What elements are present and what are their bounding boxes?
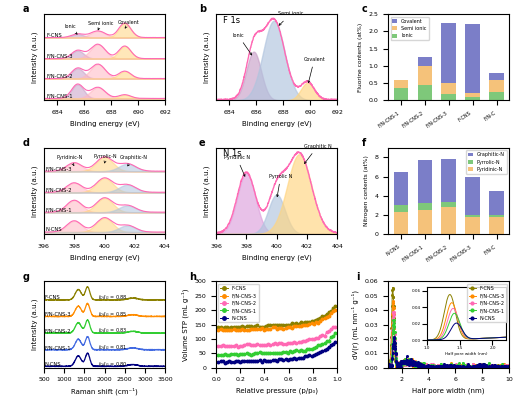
Text: $I_D/I_G$ = 0.80: $I_D/I_G$ = 0.80: [98, 360, 128, 369]
Text: Pyridinic-N: Pyridinic-N: [56, 155, 82, 166]
Y-axis label: Fluorine contents (at%): Fluorine contents (at%): [358, 23, 363, 92]
Text: Ionic: Ionic: [232, 33, 252, 55]
Text: F/N-CNS-1: F/N-CNS-1: [47, 94, 73, 99]
Text: d: d: [22, 138, 29, 148]
Text: g: g: [22, 272, 29, 282]
X-axis label: Binding energy (eV): Binding energy (eV): [70, 121, 140, 127]
Bar: [393, 212, 408, 234]
Text: Ionic: Ionic: [64, 24, 77, 34]
Bar: [490, 217, 504, 234]
Legend: F-CNS, F/N-CNS-3, F/N-CNS-2, F/N-CNS-1, N-CNS: F-CNS, F/N-CNS-3, F/N-CNS-2, F/N-CNS-1, …: [219, 284, 258, 322]
Bar: [490, 215, 504, 217]
Text: h: h: [189, 272, 196, 282]
Text: Graphitic N: Graphitic N: [304, 143, 331, 164]
Text: Covalent: Covalent: [118, 20, 140, 28]
Text: F/N-CNS-2: F/N-CNS-2: [47, 74, 73, 79]
Text: c: c: [361, 4, 367, 15]
Bar: [465, 97, 480, 100]
Text: N-CNS: N-CNS: [45, 227, 62, 232]
Text: F/N-CNS-1: F/N-CNS-1: [45, 207, 72, 212]
Text: i: i: [357, 272, 360, 282]
Bar: [490, 191, 504, 215]
Text: F-CNS: F-CNS: [47, 33, 63, 38]
X-axis label: Binding energy (eV): Binding energy (eV): [242, 121, 311, 127]
Text: F/N-CNS-2: F/N-CNS-2: [45, 187, 72, 192]
Bar: [418, 57, 432, 66]
Bar: [418, 203, 432, 210]
Y-axis label: Volume STP (mL g⁻¹): Volume STP (mL g⁻¹): [181, 288, 189, 361]
Bar: [393, 88, 408, 100]
Bar: [418, 210, 432, 234]
Text: F/N-CNS-3: F/N-CNS-3: [47, 54, 73, 59]
Bar: [393, 172, 408, 205]
Bar: [418, 160, 432, 203]
X-axis label: Relative pressure (p/p₀): Relative pressure (p/p₀): [236, 388, 317, 394]
Text: F-CNS: F-CNS: [44, 295, 60, 300]
Bar: [465, 24, 480, 93]
Bar: [442, 207, 456, 234]
Legend: Covalent, Semi ionic, Ionic: Covalent, Semi ionic, Ionic: [390, 17, 429, 40]
Bar: [393, 80, 408, 88]
X-axis label: Binding energy (eV): Binding energy (eV): [242, 254, 311, 261]
Y-axis label: Intensity (a.u.): Intensity (a.u.): [32, 32, 38, 83]
Text: F/N-CNS-1: F/N-CNS-1: [44, 345, 71, 350]
Text: F/N-CNS-2: F/N-CNS-2: [44, 328, 71, 334]
Legend: F-CNS, F/N-CNS-3, F/N-CNS-2, F/N-CNS-1, N-CNS: F-CNS, F/N-CNS-3, F/N-CNS-2, F/N-CNS-1, …: [467, 284, 507, 322]
X-axis label: Half pore width (nm): Half pore width (nm): [413, 388, 485, 394]
Bar: [465, 217, 480, 234]
Bar: [465, 93, 480, 97]
Text: $I_D/I_G$ = 0.81: $I_D/I_G$ = 0.81: [98, 343, 128, 352]
Text: N-CNS: N-CNS: [44, 362, 61, 367]
Text: F/N-CNS-3: F/N-CNS-3: [45, 166, 72, 171]
Text: F/N-CNS-3: F/N-CNS-3: [44, 312, 71, 317]
Text: $I_D/I_G$ = 0.85: $I_D/I_G$ = 0.85: [98, 310, 128, 319]
Y-axis label: Intensity (a.u.): Intensity (a.u.): [32, 165, 38, 217]
X-axis label: Raman shift (cm⁻¹): Raman shift (cm⁻¹): [71, 388, 138, 396]
Text: $I_D/I_G$ = 0.88: $I_D/I_G$ = 0.88: [98, 293, 128, 302]
Text: f: f: [361, 138, 366, 148]
Text: Semi ionic: Semi ionic: [88, 21, 114, 30]
Bar: [442, 94, 456, 100]
Bar: [418, 66, 432, 85]
Text: Semi ionic: Semi ionic: [278, 11, 303, 25]
Text: $I_D/I_G$ = 0.83: $I_D/I_G$ = 0.83: [98, 326, 128, 335]
Text: Pyrrolic-N: Pyrrolic-N: [94, 154, 117, 163]
Bar: [393, 205, 408, 212]
Y-axis label: Intensity (a.u.): Intensity (a.u.): [32, 299, 38, 350]
Text: Graphitic-N: Graphitic-N: [119, 155, 148, 166]
Y-axis label: Nitrogen contents (at%): Nitrogen contents (at%): [364, 156, 369, 226]
Y-axis label: Intensity (a.u.): Intensity (a.u.): [204, 32, 210, 83]
Text: Pyrrolic N: Pyrrolic N: [269, 174, 293, 197]
Legend: Graphitic-N, Pyrrolic-N, Pyridinic-N: Graphitic-N, Pyrrolic-N, Pyridinic-N: [466, 150, 507, 174]
Bar: [442, 202, 456, 207]
Y-axis label: Intensity (a.u.): Intensity (a.u.): [204, 165, 210, 217]
Bar: [418, 85, 432, 100]
Y-axis label: dV(r) (mL nm⁻¹ g⁻¹): dV(r) (mL nm⁻¹ g⁻¹): [352, 290, 359, 359]
Text: N 1s: N 1s: [223, 149, 242, 158]
Text: F 1s: F 1s: [223, 16, 240, 25]
Bar: [442, 83, 456, 94]
Text: b: b: [199, 4, 206, 15]
Text: Covalent: Covalent: [303, 57, 325, 83]
Bar: [465, 215, 480, 217]
Bar: [465, 177, 480, 215]
X-axis label: Binding energy (eV): Binding energy (eV): [70, 254, 140, 261]
Text: a: a: [22, 4, 28, 15]
Bar: [490, 80, 504, 92]
Bar: [490, 92, 504, 100]
Text: Pyridinic N: Pyridinic N: [223, 155, 250, 176]
Bar: [442, 159, 456, 202]
Bar: [490, 73, 504, 80]
Text: e: e: [199, 138, 206, 148]
Bar: [442, 23, 456, 83]
